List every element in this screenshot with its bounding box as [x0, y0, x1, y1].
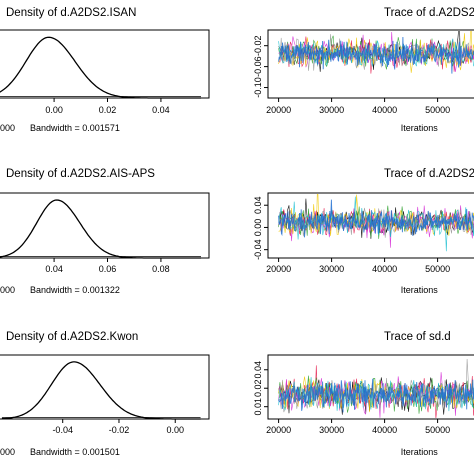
- trace-chain: [278, 199, 474, 238]
- x-tick-label: 40000: [372, 105, 397, 115]
- trace-chain: [278, 196, 474, 252]
- x-tick-label: 0.00: [166, 425, 184, 435]
- x-tick-label: -0.02: [109, 425, 130, 435]
- panel-title: Trace of sd.d: [384, 331, 451, 343]
- y-tick-label: -0.04: [253, 239, 263, 260]
- x-tick-label: 20000: [266, 264, 291, 274]
- y-tick-label: 0.02: [253, 379, 263, 397]
- x-tick-label: 0.06: [99, 264, 117, 274]
- trace-chain: [278, 36, 474, 74]
- trace-panel-1: Trace of d.A2DS2. 20000 30000 40000 50000 -0.…: [253, 7, 474, 133]
- x-tick-label: 0.02: [99, 105, 117, 115]
- x-tick-label: 50000: [425, 425, 450, 435]
- density-curve: [0, 36, 201, 99]
- plot-frame: [0, 354, 210, 420]
- panel-title: Density of d.A2DS2.AIS-APS: [6, 168, 155, 180]
- x-tick-label: 0.04: [152, 105, 170, 115]
- bandwidth-label: Bandwidth = 0.001571: [30, 123, 120, 133]
- x-tick-label: 50000: [425, 264, 450, 274]
- x-tick-label: 30000: [319, 425, 344, 435]
- x-tick-label: 20000: [266, 425, 291, 435]
- density-panel-3: Density of d.A2DS2.Kwon -0.04 -0.02 0.00 000…: [0, 331, 210, 457]
- panel-title: Trace of d.A2DS2.: [384, 168, 474, 180]
- y-tick-label: 0.01: [253, 398, 263, 416]
- sample-size-label: 000: [0, 285, 15, 295]
- y-tick-label: -0.10: [253, 77, 263, 98]
- trace-series: [278, 358, 474, 418]
- panel-title: Density of d.A2DS2.Kwon: [6, 331, 138, 343]
- x-tick-label: 50000: [425, 105, 450, 115]
- trace-panel-2: Trace of d.A2DS2. 20000 30000 40000 50000 0.0…: [253, 168, 474, 295]
- x-tick-label: 40000: [372, 264, 397, 274]
- density-panel-1: Density of d.A2DS2.ISAN 0.00 0.02 0.04 000 Ba…: [0, 7, 210, 133]
- x-axis-label: Iterations: [401, 447, 439, 457]
- panel-title: Trace of d.A2DS2.: [384, 7, 474, 19]
- density-panel-2: Density of d.A2DS2.AIS-APS 0.04 0.06 0.08 00…: [0, 168, 210, 295]
- x-tick-label: 0.00: [45, 105, 63, 115]
- x-tick-label: 30000: [319, 264, 344, 274]
- y-tick-label: 0.00: [253, 219, 263, 237]
- bandwidth-label: Bandwidth = 0.001322: [30, 285, 120, 295]
- trace-series: [278, 194, 474, 252]
- trace-chain: [278, 378, 474, 413]
- plot-frame: [267, 29, 474, 99]
- plot-frame: [0, 29, 210, 99]
- x-tick-label: 0.04: [45, 264, 63, 274]
- plot-frame: [267, 192, 474, 259]
- x-tick-label: -0.04: [52, 425, 73, 435]
- x-tick-label: 20000: [266, 105, 291, 115]
- sample-size-label: 000: [0, 447, 15, 457]
- density-curve: [1, 361, 201, 420]
- y-tick-label: 0.04: [253, 361, 263, 379]
- plot-frame: [267, 354, 474, 420]
- x-tick-label: 40000: [372, 425, 397, 435]
- y-tick-label: -0.06: [253, 56, 263, 77]
- x-axis-label: Iterations: [401, 123, 439, 133]
- x-tick-label: 0.08: [152, 264, 170, 274]
- panel-title: Density of d.A2DS2.ISAN: [6, 7, 136, 19]
- density-curve: [0, 199, 201, 259]
- x-axis-label: Iterations: [401, 285, 439, 295]
- x-tick-label: 30000: [319, 105, 344, 115]
- trace-series: [278, 31, 474, 74]
- y-tick-label: -0.02: [253, 35, 263, 56]
- y-tick-label: 0.04: [253, 196, 263, 214]
- plot-frame: [0, 192, 210, 259]
- sample-size-label: 000: [0, 123, 15, 133]
- bandwidth-label: Bandwidth = 0.001501: [30, 447, 120, 457]
